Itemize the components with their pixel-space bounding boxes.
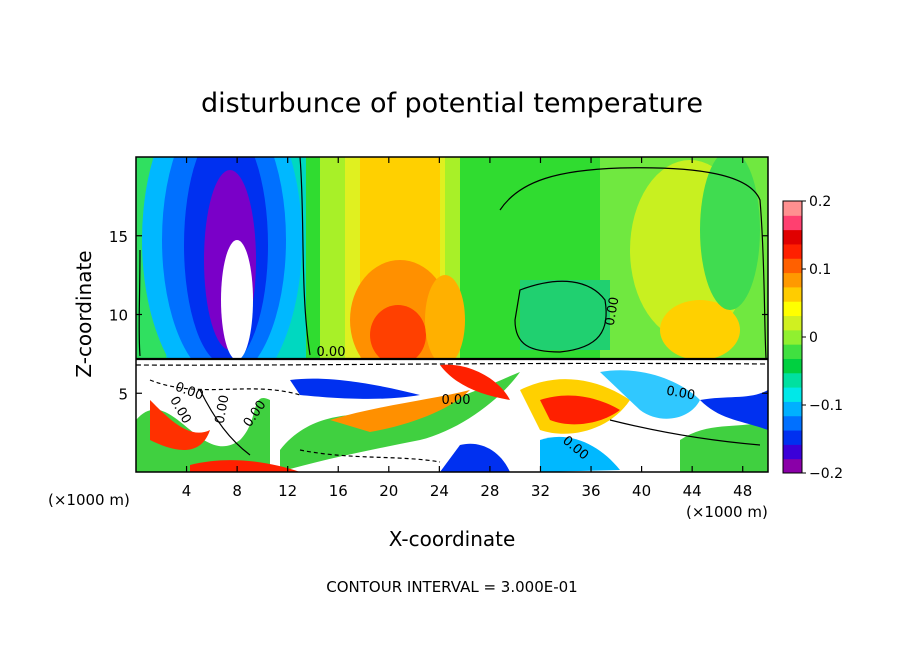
x-tick-label: 4 xyxy=(182,482,192,500)
colorbar-swatch xyxy=(783,358,802,374)
y-tick-label: 5 xyxy=(118,385,128,403)
x-tick-label: 20 xyxy=(379,482,398,500)
x-axis-label: X-coordinate xyxy=(389,527,516,551)
colorbar-swatch xyxy=(783,387,802,402)
contour-label: 0.00 xyxy=(665,384,696,404)
colorbar-swatch xyxy=(783,415,802,431)
x-unit-note-left: (×1000 m) xyxy=(48,491,130,509)
colorbar-swatch xyxy=(783,329,802,345)
colorbar-swatch xyxy=(783,301,802,317)
x-tick-label: 28 xyxy=(480,482,499,500)
y-axis: 5 10 15 xyxy=(109,228,768,403)
colorbar-tick-label: −0.1 xyxy=(809,398,843,414)
contour-lines xyxy=(136,157,768,463)
colorbar-swatch xyxy=(783,286,802,302)
colorbar-swatch xyxy=(783,315,802,331)
colorbar-swatch xyxy=(783,458,802,474)
colorbar-tick-label: −0.2 xyxy=(809,466,843,482)
x-tick-label: 40 xyxy=(632,482,651,500)
y-axis-label: Z-coordinate xyxy=(72,250,96,377)
x-tick-label: 32 xyxy=(531,482,550,500)
contour-label: 0.00 xyxy=(603,296,623,327)
x-tick-label: 8 xyxy=(232,482,242,500)
x-axis: 4 8 12 16 20 24 28 32 36 40 44 48 xyxy=(182,157,752,500)
colorbar-swatch xyxy=(783,401,802,417)
y-tick-label: 15 xyxy=(109,228,128,246)
colorbar-swatch xyxy=(783,215,802,231)
contour-label: 0.00 xyxy=(317,345,346,360)
colorbar-swatch xyxy=(783,258,802,274)
x-tick-label: 16 xyxy=(329,482,348,500)
colorbar-swatch xyxy=(783,372,802,388)
colorbar-tick-label: 0 xyxy=(809,330,818,346)
contour-label: 0.00 xyxy=(442,393,471,408)
colorbar-swatch xyxy=(783,272,802,288)
colorbar-swatch xyxy=(783,444,802,460)
contour-label: 0.00 xyxy=(213,394,233,425)
x-tick-label: 44 xyxy=(683,482,702,500)
heatmap-field xyxy=(136,157,768,472)
colorbar: 0.2 0.1 0 −0.1 −0.2 xyxy=(782,194,843,482)
colorbar-tick-label: 0.1 xyxy=(809,262,831,278)
colorbar-swatch xyxy=(783,201,802,216)
contour-interval-note: CONTOUR INTERVAL = 3.000E-01 xyxy=(326,578,577,596)
x-tick-label: 36 xyxy=(581,482,600,500)
x-tick-label: 12 xyxy=(278,482,297,500)
colorbar-swatch xyxy=(783,430,802,445)
x-tick-label: 48 xyxy=(733,482,752,500)
colorbar-swatch xyxy=(783,243,802,259)
x-tick-label: 24 xyxy=(430,482,449,500)
colorbar-swatch xyxy=(783,344,802,359)
x-unit-note-right: (×1000 m) xyxy=(686,503,768,521)
colorbar-tick-label: 0.2 xyxy=(809,194,831,210)
chart-title: disturbunce of potential temperature xyxy=(201,88,703,119)
y-tick-label: 10 xyxy=(109,307,128,325)
colorbar-swatch xyxy=(783,229,802,245)
